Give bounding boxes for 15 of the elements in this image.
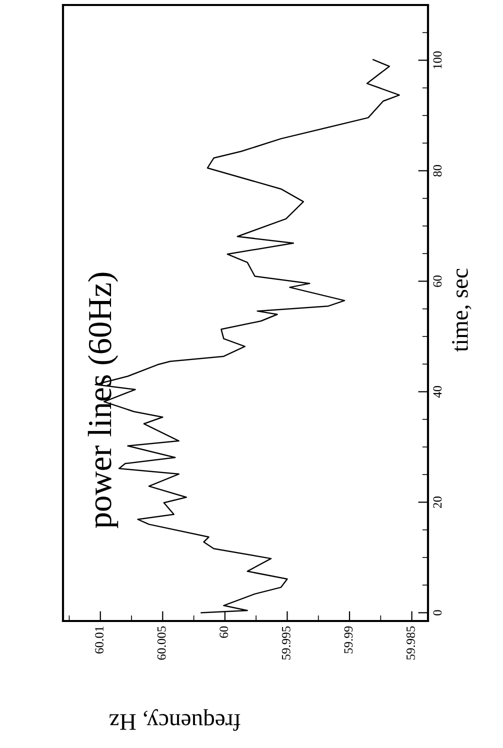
x-tick-label: 60 — [220, 626, 228, 638]
y-tick-label: 40 — [433, 386, 442, 398]
y-tick-label: 60 — [433, 275, 442, 287]
x-tick-label: 59.985 — [406, 626, 415, 660]
x-tick-label: 59.995 — [282, 626, 290, 660]
y-tick-label: 100 — [433, 51, 442, 69]
y-tick-label: 0 — [433, 610, 442, 616]
x-tick-label: 59.99 — [344, 626, 353, 654]
x-tick-label: 60.01 — [95, 626, 104, 654]
y-tick-label: 20 — [433, 496, 442, 508]
text: power lines (60Hz) — [88, 272, 118, 528]
y-tick-label: 80 — [433, 164, 442, 177]
y-axis-title: time, sec — [452, 268, 472, 352]
x-axis-title: frequency, Hz — [110, 709, 240, 731]
x-tick-label: 60.005 — [157, 626, 166, 660]
